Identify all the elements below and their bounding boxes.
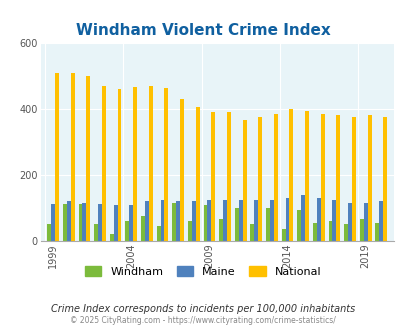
Bar	[285, 198, 289, 241]
Bar	[109, 234, 113, 241]
Bar	[328, 221, 332, 241]
Bar	[176, 201, 180, 241]
Bar	[172, 203, 176, 241]
Bar	[47, 224, 51, 241]
Bar	[289, 109, 293, 241]
Bar	[281, 229, 285, 241]
Bar	[316, 198, 320, 241]
Bar	[211, 112, 215, 241]
Bar	[336, 115, 339, 241]
Bar	[141, 216, 145, 241]
Bar	[238, 200, 242, 241]
Bar	[191, 201, 195, 241]
Bar	[301, 195, 305, 241]
Bar	[160, 200, 164, 241]
Bar	[332, 200, 336, 241]
Bar	[265, 208, 269, 241]
Bar	[86, 76, 90, 241]
Bar	[51, 204, 55, 241]
Text: Crime Index corresponds to incidents per 100,000 inhabitants: Crime Index corresponds to incidents per…	[51, 304, 354, 314]
Bar	[63, 204, 66, 241]
Bar	[378, 201, 382, 241]
Bar	[351, 117, 355, 241]
Bar	[219, 219, 222, 241]
Bar	[117, 89, 121, 241]
Bar	[258, 117, 262, 241]
Bar	[78, 204, 82, 241]
Bar	[312, 223, 316, 241]
Bar	[94, 224, 98, 241]
Bar	[363, 203, 367, 241]
Bar	[254, 200, 258, 241]
Bar	[250, 224, 254, 241]
Bar	[82, 203, 86, 241]
Bar	[347, 203, 351, 241]
Bar	[207, 200, 211, 241]
Bar	[164, 88, 168, 241]
Bar	[242, 120, 246, 241]
Bar	[343, 224, 347, 241]
Bar	[320, 114, 324, 241]
Bar	[203, 205, 207, 241]
Legend: Windham, Maine, National: Windham, Maine, National	[80, 262, 325, 281]
Bar	[296, 210, 301, 241]
Bar	[180, 99, 183, 241]
Bar	[113, 205, 117, 241]
Bar	[359, 219, 363, 241]
Bar	[375, 223, 378, 241]
Bar	[102, 86, 106, 241]
Text: Windham Violent Crime Index: Windham Violent Crime Index	[75, 23, 330, 38]
Bar	[382, 117, 386, 241]
Bar	[273, 114, 277, 241]
Bar	[222, 200, 226, 241]
Bar	[149, 86, 152, 241]
Bar	[188, 221, 191, 241]
Bar	[195, 107, 199, 241]
Bar	[129, 205, 133, 241]
Bar	[234, 208, 238, 241]
Bar	[70, 73, 75, 241]
Bar	[133, 87, 137, 241]
Bar	[125, 221, 129, 241]
Bar	[226, 112, 230, 241]
Bar	[55, 73, 59, 241]
Bar	[145, 201, 149, 241]
Bar	[156, 226, 160, 241]
Bar	[305, 111, 308, 241]
Bar	[98, 204, 102, 241]
Text: © 2025 CityRating.com - https://www.cityrating.com/crime-statistics/: © 2025 CityRating.com - https://www.city…	[70, 316, 335, 325]
Bar	[269, 200, 273, 241]
Bar	[66, 201, 70, 241]
Bar	[367, 115, 371, 241]
